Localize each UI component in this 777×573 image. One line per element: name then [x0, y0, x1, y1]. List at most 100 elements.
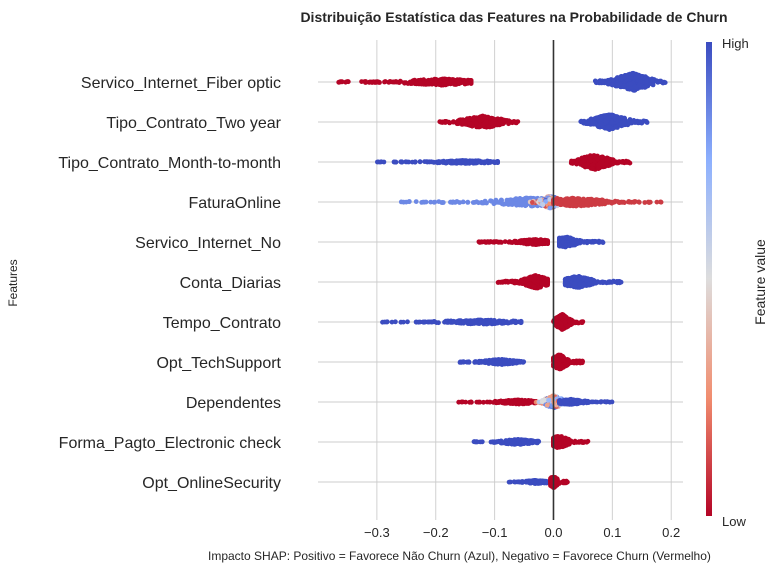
shap-point: [512, 119, 517, 125]
shap-point: [560, 356, 566, 362]
shap-point: [421, 319, 427, 325]
shap-point: [598, 121, 604, 127]
shap-point: [584, 120, 589, 126]
shap-point: [525, 282, 531, 288]
shap-point: [581, 240, 587, 245]
shap-point: [574, 238, 579, 244]
shap-point: [545, 240, 550, 246]
shap-point: [444, 119, 450, 125]
shap-point: [442, 79, 448, 85]
shap-point: [359, 79, 364, 84]
shap-point: [437, 82, 442, 87]
shap-point: [405, 319, 410, 325]
shap-point: [654, 199, 660, 205]
shap-point: [339, 79, 345, 85]
shap-point: [603, 399, 609, 405]
shap-point: [569, 321, 574, 327]
shap-point: [537, 197, 543, 203]
shap-point: [539, 399, 545, 405]
shap-point: [412, 159, 418, 165]
shap-point: [498, 280, 504, 285]
shap-point: [621, 83, 627, 88]
shap-point: [509, 400, 514, 406]
shap-point: [457, 359, 463, 365]
shap-point: [577, 275, 583, 281]
shap-point: [457, 200, 462, 205]
shap-point: [457, 160, 462, 166]
shap-point: [477, 399, 483, 405]
shap-point: [605, 115, 611, 121]
chart-title: Distribuição Estatística das Features na…: [300, 9, 727, 25]
shap-point: [463, 78, 469, 84]
shap-point: [502, 358, 508, 364]
shap-point: [450, 199, 456, 205]
shap-point: [451, 119, 456, 125]
shap-point: [609, 82, 615, 88]
shap-point: [446, 159, 452, 165]
shap-point: [393, 319, 398, 325]
shap-point: [636, 83, 642, 88]
shap-point: [646, 199, 651, 205]
shap-point: [564, 361, 570, 367]
shap-point: [451, 318, 456, 324]
shap-point: [525, 239, 531, 245]
shap-point: [439, 200, 445, 205]
shap-point: [470, 200, 476, 205]
shap-point: [630, 119, 636, 125]
shap-point: [588, 277, 594, 283]
shap-point: [532, 278, 537, 284]
shap-point: [517, 400, 522, 406]
shap-point: [556, 353, 562, 358]
shap-point: [583, 162, 588, 168]
shap-point: [423, 199, 429, 205]
shap-point: [547, 205, 553, 211]
shap-point: [598, 115, 604, 120]
shap-point: [557, 236, 563, 242]
shap-point: [424, 159, 429, 165]
shap-point: [438, 78, 444, 83]
shap-point: [589, 399, 594, 405]
shap-point: [609, 120, 615, 126]
shap-point: [639, 119, 645, 125]
shap-point: [513, 196, 519, 202]
shap-point: [581, 156, 586, 162]
shap-point: [463, 318, 469, 323]
shap-point: [476, 159, 481, 165]
shap-point: [468, 399, 474, 405]
shap-point: [398, 159, 404, 165]
shap-point: [628, 74, 634, 80]
shap-point: [494, 239, 500, 245]
shap-point: [540, 241, 546, 246]
shap-point: [557, 401, 562, 406]
shap-point: [507, 361, 512, 366]
shap-point: [493, 159, 498, 165]
shap-point: [613, 114, 619, 119]
shap-point: [599, 78, 605, 84]
shap-point: [432, 199, 438, 205]
shap-point: [403, 159, 409, 165]
shap-point: [402, 80, 407, 86]
shap-point: [505, 199, 511, 205]
shap-point: [478, 239, 483, 245]
shap-point: [474, 120, 479, 126]
shap-point: [554, 362, 560, 368]
shap-point: [419, 200, 425, 205]
shap-point: [470, 116, 476, 122]
shap-point: [581, 196, 586, 202]
shap-point: [598, 399, 604, 405]
shap-point: [506, 121, 511, 127]
shap-point: [644, 78, 649, 84]
shap-point: [462, 161, 468, 166]
shap-point: [447, 78, 452, 84]
shap-point: [459, 399, 465, 405]
shap-point: [592, 239, 597, 245]
shap-point: [615, 82, 621, 88]
shap-point: [590, 119, 596, 125]
shap-point: [484, 200, 489, 206]
shap-point: [344, 79, 350, 84]
shap-point: [479, 200, 485, 206]
shap-point: [486, 360, 492, 366]
shap-point: [474, 116, 480, 121]
shap-point: [540, 202, 546, 208]
